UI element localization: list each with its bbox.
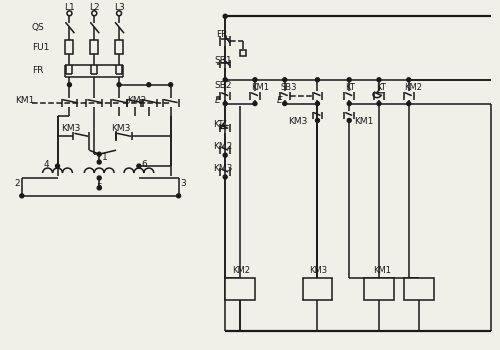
- Circle shape: [97, 176, 101, 180]
- Text: 1: 1: [102, 153, 108, 162]
- Text: KM1: KM1: [373, 266, 391, 275]
- Circle shape: [97, 186, 101, 190]
- Text: SB3: SB3: [281, 83, 297, 92]
- Circle shape: [347, 102, 351, 106]
- Text: 6: 6: [142, 160, 148, 169]
- Text: KM3: KM3: [288, 117, 307, 126]
- Circle shape: [377, 78, 381, 82]
- Text: L2: L2: [89, 3, 100, 12]
- Circle shape: [406, 78, 410, 82]
- Circle shape: [117, 83, 121, 87]
- Circle shape: [223, 153, 227, 157]
- Circle shape: [176, 194, 180, 198]
- Bar: [404, 278, 434, 300]
- Bar: [66, 40, 74, 54]
- Bar: [90, 40, 98, 54]
- Bar: [364, 278, 394, 300]
- Text: FR: FR: [32, 66, 43, 75]
- Text: KM3: KM3: [310, 266, 328, 275]
- Text: KM3: KM3: [111, 124, 130, 133]
- Circle shape: [406, 102, 410, 106]
- Text: E: E: [214, 96, 220, 105]
- Circle shape: [282, 78, 286, 82]
- Circle shape: [347, 78, 351, 82]
- Text: 3: 3: [180, 180, 186, 188]
- Text: KM2: KM2: [232, 266, 250, 275]
- Text: QS: QS: [32, 23, 44, 32]
- Circle shape: [223, 102, 227, 106]
- Text: KM2: KM2: [214, 142, 233, 151]
- Circle shape: [20, 194, 24, 198]
- Text: 5: 5: [96, 183, 102, 192]
- Circle shape: [137, 164, 141, 168]
- Text: KT: KT: [214, 120, 224, 129]
- Circle shape: [377, 102, 381, 106]
- Circle shape: [223, 78, 227, 82]
- Text: KM2: KM2: [127, 96, 146, 105]
- Text: KM3: KM3: [214, 163, 233, 173]
- Circle shape: [316, 102, 320, 106]
- Circle shape: [97, 160, 101, 164]
- Text: KM1: KM1: [15, 96, 34, 105]
- Text: KM2: KM2: [404, 83, 422, 92]
- Circle shape: [223, 14, 227, 18]
- Text: KM1: KM1: [251, 83, 269, 92]
- Text: L3: L3: [114, 3, 124, 12]
- Circle shape: [347, 118, 351, 122]
- Circle shape: [253, 78, 257, 82]
- Text: SB1: SB1: [214, 56, 232, 65]
- Text: KM3: KM3: [62, 124, 81, 133]
- Circle shape: [147, 83, 151, 87]
- Text: 2: 2: [14, 180, 20, 188]
- Bar: [115, 40, 123, 54]
- Circle shape: [223, 175, 227, 179]
- Text: FU1: FU1: [32, 42, 49, 51]
- Bar: [225, 278, 255, 300]
- Text: KM1: KM1: [354, 117, 374, 126]
- Circle shape: [68, 83, 71, 87]
- Text: L1: L1: [64, 3, 75, 12]
- Circle shape: [168, 83, 172, 87]
- Bar: [240, 50, 246, 56]
- Bar: [302, 278, 332, 300]
- Circle shape: [282, 102, 286, 106]
- Text: KT: KT: [376, 83, 386, 92]
- Circle shape: [253, 102, 257, 106]
- Text: FR: FR: [216, 30, 228, 38]
- Text: E: E: [277, 96, 282, 105]
- Text: KT: KT: [345, 83, 355, 92]
- Circle shape: [56, 164, 60, 168]
- Circle shape: [97, 152, 101, 156]
- Circle shape: [316, 78, 320, 82]
- Text: SB2: SB2: [214, 81, 232, 90]
- Circle shape: [316, 118, 320, 122]
- Text: 4: 4: [44, 160, 50, 169]
